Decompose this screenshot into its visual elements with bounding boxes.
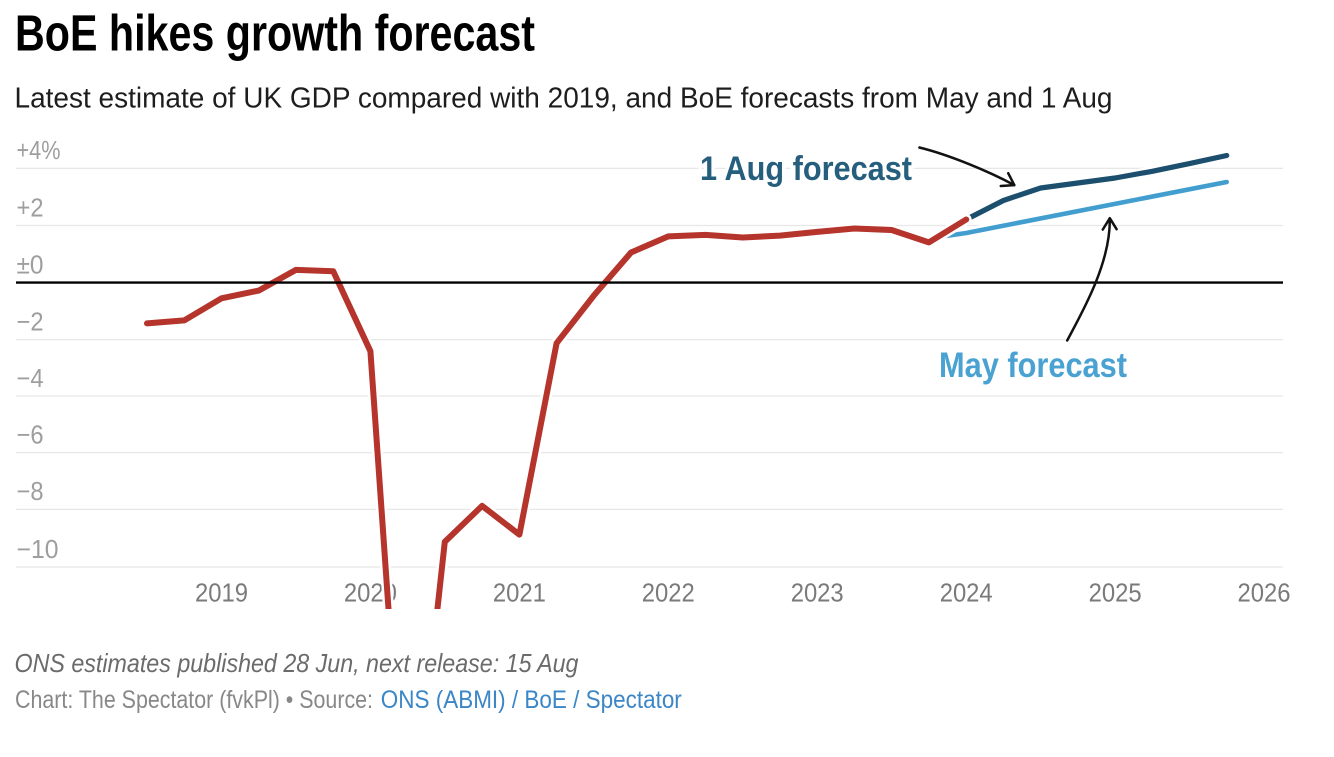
svg-text:2026: 2026 [1238, 578, 1291, 608]
svg-text:Latest estimate of UK GDP comp: Latest estimate of UK GDP compared with … [15, 83, 1113, 115]
svg-text:−10: −10 [17, 534, 59, 564]
svg-text:ONS estimates published 28 Jun: ONS estimates published 28 Jun, next rel… [15, 648, 579, 678]
svg-text:−8: −8 [17, 476, 44, 506]
svg-text:±0: ±0 [17, 249, 44, 279]
svg-text:May forecast: May forecast [939, 346, 1127, 385]
svg-text:2023: 2023 [791, 578, 844, 608]
svg-text:BoE hikes growth forecast: BoE hikes growth forecast [15, 5, 535, 62]
svg-text:−2: −2 [17, 306, 44, 336]
svg-text:2022: 2022 [642, 578, 695, 608]
svg-text:2019: 2019 [195, 578, 248, 608]
svg-text:1 Aug forecast: 1 Aug forecast [700, 150, 912, 188]
svg-text:2021: 2021 [493, 578, 546, 608]
svg-text:+2: +2 [17, 192, 44, 222]
svg-text:Chart: The Spectator (fvkPl) •: Chart: The Spectator (fvkPl) • Source: [15, 686, 373, 714]
svg-text:−4: −4 [17, 363, 44, 393]
svg-text:ONS (ABMI) / BoE / Spectator: ONS (ABMI) / BoE / Spectator [381, 686, 682, 714]
svg-text:−6: −6 [17, 419, 44, 449]
svg-text:+4%: +4% [17, 135, 61, 165]
svg-text:2024: 2024 [940, 578, 993, 608]
svg-text:2025: 2025 [1089, 578, 1142, 608]
